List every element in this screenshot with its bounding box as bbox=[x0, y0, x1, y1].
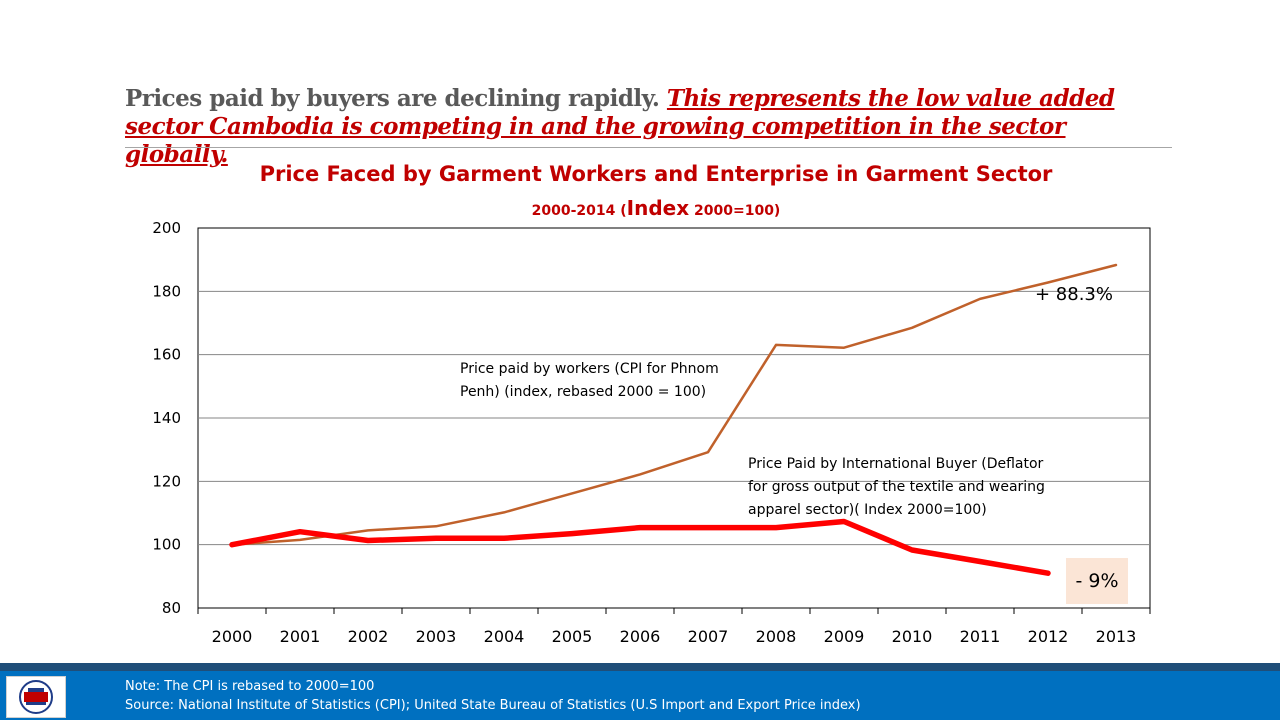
institution-logo bbox=[6, 676, 66, 718]
y-tick-label: 80 bbox=[162, 599, 181, 617]
x-tick-label: 2005 bbox=[552, 627, 593, 646]
y-tick-label: 100 bbox=[152, 536, 181, 554]
x-tick-label: 2008 bbox=[756, 627, 797, 646]
chart-subtitle-index: Index bbox=[626, 196, 690, 220]
x-tick-label: 2009 bbox=[824, 627, 865, 646]
buyer-change-badge: - 9% bbox=[1066, 558, 1128, 604]
workers-price-line bbox=[230, 263, 1118, 546]
chart-title: Price Faced by Garment Workers and Enter… bbox=[259, 162, 1053, 186]
footer-text: Note: The CPI is rebased to 2000=100 Sou… bbox=[125, 677, 861, 715]
chart-subtitle-suffix: 2000=100) bbox=[689, 203, 781, 219]
slide-headline: Prices paid by buyers are declining rapi… bbox=[125, 85, 1175, 169]
chart-subtitle: 2000-2014 (Index 2000=100) bbox=[196, 194, 1116, 225]
x-tick-label: 2011 bbox=[960, 627, 1001, 646]
y-tick-label: 200 bbox=[152, 219, 181, 237]
footer-stripe bbox=[0, 663, 1280, 671]
x-tick-label: 2001 bbox=[280, 627, 321, 646]
workers-series-label: Price paid by workers (CPI for Phnom Pen… bbox=[460, 358, 719, 404]
y-tick-label: 160 bbox=[152, 346, 181, 364]
footer-bar bbox=[0, 663, 1280, 720]
buyer-label-line-2: for gross output of the textile and wear… bbox=[748, 479, 1045, 495]
chart-subtitle-prefix: 2000-2014 ( bbox=[531, 203, 627, 219]
x-tick-label: 2006 bbox=[620, 627, 661, 646]
y-tick-label: 140 bbox=[152, 409, 181, 427]
x-tick-label: 2000 bbox=[212, 627, 253, 646]
y-tick-label: 180 bbox=[152, 282, 181, 300]
buyer-label-line-3: apparel sector)( Index 2000=100) bbox=[748, 502, 987, 518]
x-tick-label: 2002 bbox=[348, 627, 389, 646]
workers-change-label: + 88.3% bbox=[1035, 284, 1113, 305]
x-tick-label: 2013 bbox=[1096, 627, 1137, 646]
footer-note: Note: The CPI is rebased to 2000=100 bbox=[125, 679, 375, 694]
buyer-series-label: Price Paid by International Buyer (Defla… bbox=[748, 453, 1045, 522]
buyer-price-line bbox=[229, 518, 1051, 576]
x-tick-label: 2010 bbox=[892, 627, 933, 646]
headline-emphasis: This represents the low value added sect… bbox=[125, 85, 1115, 168]
y-tick-label: 120 bbox=[152, 472, 181, 490]
x-tick-label: 2003 bbox=[416, 627, 457, 646]
x-tick-label: 2012 bbox=[1028, 627, 1069, 646]
workers-label-line-2: Penh) (index, rebased 2000 = 100) bbox=[460, 384, 707, 400]
x-tick-label: 2004 bbox=[484, 627, 525, 646]
footer-source: Source: National Institute of Statistics… bbox=[125, 698, 861, 713]
headline-divider bbox=[125, 147, 1172, 148]
x-tick-label: 2007 bbox=[688, 627, 729, 646]
workers-label-line-1: Price paid by workers (CPI for Phnom bbox=[460, 361, 719, 377]
headline-plain: Prices paid by buyers are declining rapi… bbox=[125, 85, 667, 112]
buyer-label-line-1: Price Paid by International Buyer (Defla… bbox=[748, 456, 1044, 472]
